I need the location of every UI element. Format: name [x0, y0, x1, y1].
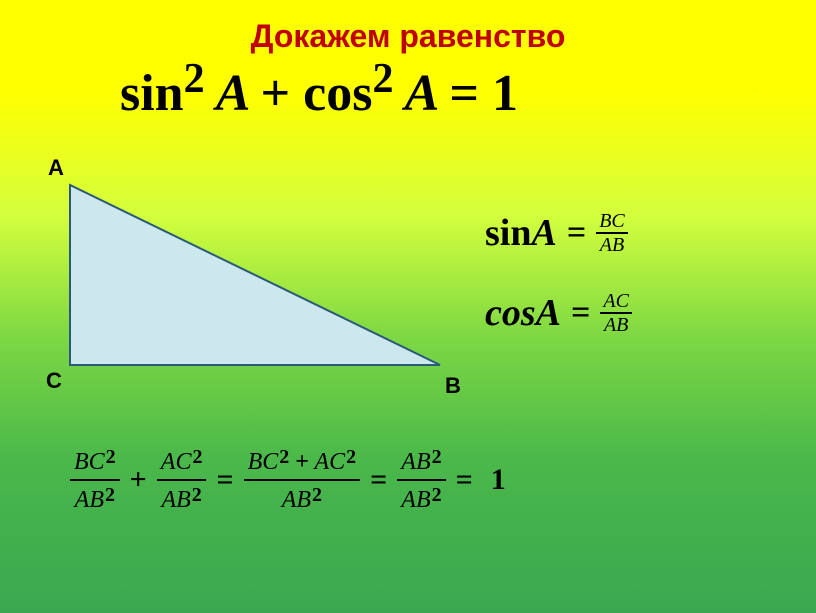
t2dsq: 2	[192, 484, 202, 506]
proof-equation: BC2 AB2 + AC2 AB2 = BC2 + AC2 AB2 = AB2 …	[70, 445, 506, 515]
sin-frac: BC AB	[596, 210, 628, 256]
t2nsq: 2	[192, 446, 202, 468]
sin-arg: A	[531, 211, 556, 255]
t3n2sq: 2	[346, 446, 356, 468]
plus: +	[261, 65, 291, 122]
term2: AC2 AB2	[157, 445, 207, 515]
t1nsq: 2	[106, 446, 116, 468]
cos-definition: cosA = AC AB	[485, 290, 632, 336]
t4dsq: 2	[432, 484, 442, 506]
eq3: =	[456, 463, 473, 497]
sin-fn: sin	[120, 65, 184, 122]
triangle-shape	[70, 185, 440, 365]
cos-fn: cos	[303, 65, 372, 122]
sin-fn2: sin	[485, 211, 531, 255]
triangle-figure	[60, 175, 460, 385]
t1d: AB	[75, 487, 104, 513]
vertex-b: В	[445, 373, 461, 399]
one: 1	[492, 65, 518, 122]
term4: AB2 AB2	[397, 445, 445, 515]
var-a1: A	[216, 65, 248, 122]
term1: BC2 AB2	[70, 445, 120, 515]
t4d: AB	[401, 487, 430, 513]
eq1: =	[216, 463, 233, 497]
vertex-a: А	[48, 155, 64, 181]
cos-sq: 2	[372, 56, 393, 102]
t3n2: AC	[315, 449, 346, 475]
cos-num: AC	[600, 290, 632, 314]
t4n: AB	[401, 449, 430, 475]
eq: =	[449, 65, 479, 122]
slide-title: Докажем равенство	[0, 0, 816, 55]
t3n1: BC	[248, 449, 279, 475]
t3d: AB	[282, 487, 311, 513]
t1n: BC	[74, 449, 105, 475]
cos-fn2: cos	[485, 291, 536, 335]
sin-den: AB	[597, 234, 627, 256]
t2n: AC	[161, 449, 192, 475]
t1dsq: 2	[105, 484, 115, 506]
cos-arg: A	[536, 291, 561, 335]
cos-eq: =	[571, 294, 590, 332]
cos-frac: AC AB	[600, 290, 632, 336]
main-equation: sin2 A + cos2 A = 1	[120, 55, 518, 123]
result-one: 1	[491, 463, 506, 497]
t4nsq: 2	[432, 446, 442, 468]
sin-sq: 2	[184, 56, 205, 102]
eq2: =	[370, 463, 387, 497]
t2d: AB	[161, 487, 190, 513]
sin-definition: sinA = BC AB	[485, 210, 628, 256]
t3plus: +	[295, 449, 309, 475]
term3: BC2 + AC2 AB2	[244, 445, 361, 515]
t3n1sq: 2	[279, 446, 289, 468]
var-a2: A	[405, 65, 437, 122]
plus1: +	[130, 463, 147, 497]
sin-num: BC	[596, 210, 628, 234]
sin-eq: =	[567, 214, 586, 252]
t3dsq: 2	[312, 484, 322, 506]
cos-den: AB	[601, 314, 631, 336]
vertex-c: С	[46, 368, 62, 394]
